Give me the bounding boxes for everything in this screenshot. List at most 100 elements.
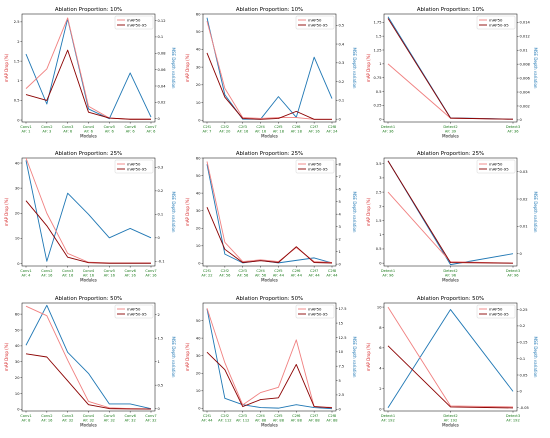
y-tick-label: 0	[379, 118, 382, 122]
series-line-mse	[206, 308, 333, 410]
x-tick-label: Conv2	[41, 414, 52, 418]
x-tick-label: C2f6	[292, 125, 301, 129]
y-right-tick-label: 0	[339, 408, 342, 412]
x-tick-label: Conv2	[41, 269, 52, 273]
y-right-tick-label: 2	[158, 313, 160, 317]
legend-label: mAP50	[308, 17, 322, 22]
legend-label: mAP50-95	[127, 166, 147, 171]
y-right-tick-label: 0.08	[158, 52, 167, 56]
x-tick-label: Detect3	[506, 269, 520, 273]
series-line-map50	[206, 20, 332, 120]
chart-title: Ablation Proportion: 50%	[417, 296, 484, 302]
x-tick-label: C2f1	[203, 125, 211, 129]
x-tick-label: Detect2	[443, 269, 457, 273]
legend-label: mAP50-95	[489, 166, 509, 171]
y-right-tick-label: 0.3	[339, 61, 345, 65]
x-tick-label: Conv1	[20, 125, 31, 129]
x-tick-label: C2f1	[203, 414, 211, 418]
legend-label: mAP50-95	[127, 311, 147, 316]
x-tick-label: Conv2	[41, 125, 52, 129]
y-tick-label: 0	[198, 119, 201, 123]
y-right-tick-label: 0.15	[520, 341, 528, 345]
x-tick-af-label: AF: 96	[507, 274, 519, 278]
x-tick-af-label: AF: 36	[382, 130, 394, 134]
y-axis-label: mAP Drop (%)	[4, 342, 9, 371]
x-tick-label: C2f3	[239, 269, 247, 273]
chart-title: Ablation Proportion: 50%	[55, 296, 122, 302]
y-right-axis-label: MSE Depth variation	[171, 192, 176, 233]
y-tick-label: 20	[196, 372, 201, 376]
y-tick-label: 0.5	[376, 247, 382, 251]
y-right-axis-label: MSE Depth variation	[533, 192, 538, 233]
y-tick-label: 0	[379, 407, 382, 411]
y-right-tick-label: 0.2	[158, 189, 164, 193]
x-tick-label: Conv4	[83, 414, 95, 418]
legend-label: mAP50	[489, 306, 503, 311]
y-tick-label: 2	[17, 40, 19, 44]
y-right-tick-label: 6	[339, 188, 342, 192]
x-tick-label: Conv5	[104, 125, 115, 129]
x-tick-af-label: AF: 16	[255, 130, 267, 134]
x-tick-label: Conv4	[83, 125, 95, 129]
x-tick-af-label: AF: 16	[145, 274, 157, 278]
x-tick-label: C2f8	[328, 414, 337, 418]
x-tick-af-label: AF: 36	[507, 130, 519, 134]
legend-label: mAP50	[489, 161, 503, 166]
x-axis-label: Modules	[261, 134, 278, 139]
y-right-tick-label: 2	[339, 237, 341, 241]
x-tick-af-label: AF: 88	[309, 419, 321, 423]
y-right-axis-label: MSE Depth variation	[533, 48, 538, 89]
x-axis-label: Modules	[442, 423, 459, 428]
y-tick-label: 40	[196, 191, 201, 195]
x-tick-af-label: AF: 88	[291, 419, 303, 423]
y-tick-label: 40	[196, 48, 201, 52]
y-right-tick-label: 0.4	[339, 42, 345, 46]
y-tick-label: 10	[196, 389, 201, 393]
y-tick-label: 6	[379, 346, 382, 350]
x-tick-af-label: AF: 16	[104, 274, 116, 278]
x-tick-af-label: AF: 112	[218, 419, 231, 423]
y-right-tick-label: 0.2	[339, 80, 345, 84]
y-right-tick-label: 0.3	[158, 166, 164, 170]
series-line-mse	[25, 160, 152, 262]
chart-title: Ablation Proportion: 10%	[55, 7, 122, 13]
series-line-map50-95	[387, 18, 514, 120]
x-tick-af-label: AF: 6	[126, 130, 136, 134]
y-tick-label: 1	[17, 79, 19, 83]
x-tick-af-label: AF: 16	[41, 274, 53, 278]
x-tick-label: C2f6	[292, 269, 301, 273]
x-tick-af-label: AF: 44	[291, 274, 303, 278]
x-tick-label: Conv3	[62, 125, 73, 129]
x-axis-label: Modules	[261, 423, 278, 428]
y-right-tick-label: 0	[520, 118, 523, 122]
x-tick-af-label: AF: 20	[219, 130, 231, 134]
y-tick-label: 1.5	[376, 34, 382, 38]
x-tick-af-label: AF: 32	[125, 419, 136, 423]
series-line-mse	[25, 304, 152, 410]
y-right-tick-label: 0	[520, 252, 523, 256]
y-tick-label: 0	[198, 407, 201, 411]
legend-label: mAP50-95	[489, 22, 509, 27]
y-tick-label: 10	[196, 244, 201, 248]
series-line-map50-95	[25, 200, 151, 264]
x-tick-label: Conv1	[20, 414, 31, 418]
y-right-axis-label: MSE Depth variation	[171, 48, 176, 89]
x-tick-label: C2f7	[310, 125, 318, 129]
legend-label: mAP50-95	[308, 166, 328, 171]
legend-box	[476, 304, 516, 319]
y-right-tick-label: 1.5	[158, 337, 164, 341]
y-axis-label: mAP Drop (%)	[366, 197, 371, 226]
y-right-tick-label: 0	[520, 390, 523, 394]
y-right-tick-label: 0.2	[520, 324, 526, 328]
y-right-tick-label: 0	[158, 407, 161, 411]
y-right-tick-label: 0.06	[158, 68, 167, 72]
x-axis-label: Modules	[80, 423, 97, 428]
x-tick-af-label: AF: 6	[63, 130, 73, 134]
x-tick-af-label: AF: 22	[201, 274, 212, 278]
x-tick-af-label: AF: 6	[105, 130, 115, 134]
x-axis-label: Modules	[261, 278, 278, 283]
x-tick-af-label: AF: 16	[62, 274, 74, 278]
x-tick-label: C2f3	[239, 125, 247, 129]
x-tick-label: C2f6	[292, 414, 301, 418]
y-tick-label: 50	[15, 328, 20, 332]
